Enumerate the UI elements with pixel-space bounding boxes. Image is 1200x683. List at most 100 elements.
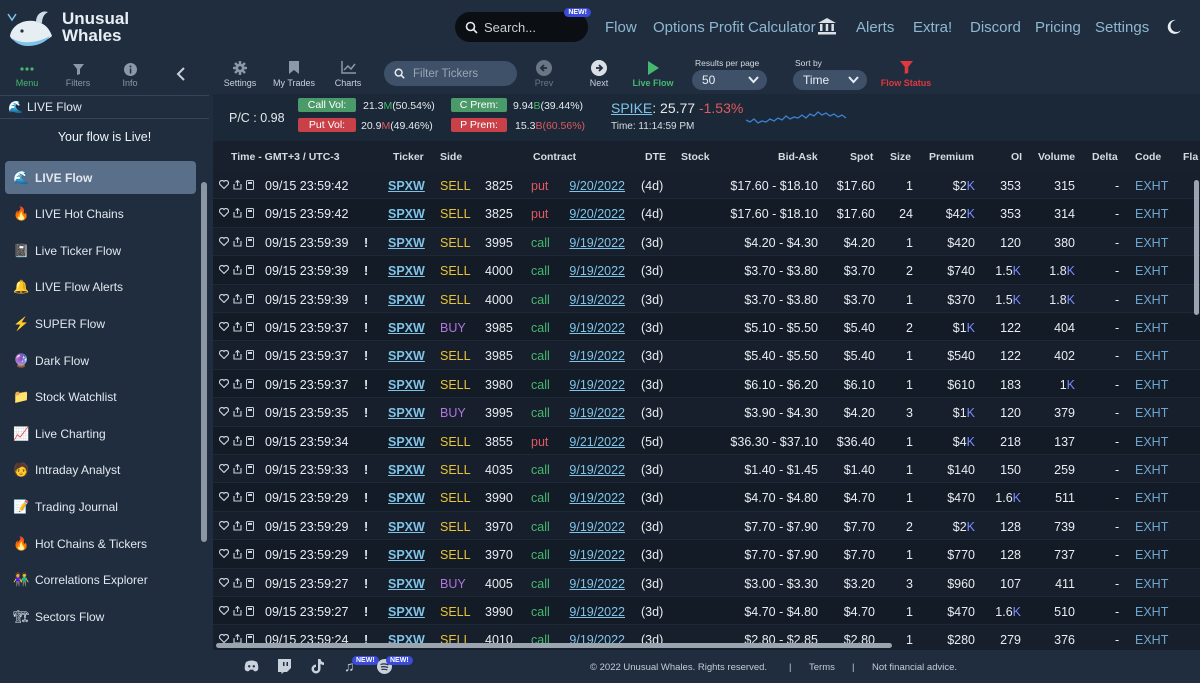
tiktok-icon[interactable]	[311, 659, 324, 674]
calculator-icon[interactable]	[246, 293, 254, 304]
calculator-icon[interactable]	[246, 180, 254, 190]
share-icon[interactable]	[233, 577, 242, 588]
calculator-icon[interactable]	[246, 407, 254, 418]
nav-alerts[interactable]: Alerts	[856, 19, 895, 36]
calculator-icon[interactable]	[246, 577, 254, 588]
table-row[interactable]: 09/15 23:59:42 SPXW SELL 3825 put 9/20/2022 (4…	[213, 199, 1200, 228]
calculator-icon[interactable]	[246, 322, 254, 332]
ticker-link[interactable]: SPXW	[388, 377, 425, 392]
share-icon[interactable]	[233, 464, 242, 474]
prev-button[interactable]: Prev	[532, 59, 556, 88]
table-row[interactable]: 09/15 23:59:34 SPXW SELL 3855 put 9/21/2022 (5…	[213, 427, 1200, 455]
tab-info[interactable]: Info	[115, 62, 145, 88]
calculator-icon[interactable]	[246, 378, 254, 389]
table-vertical-scrollbar[interactable]	[1194, 180, 1199, 315]
heart-icon[interactable]	[219, 293, 229, 303]
my-trades-button[interactable]: My Trades	[271, 60, 317, 88]
calculator-icon[interactable]	[246, 464, 254, 474]
column-header[interactable]: Size	[890, 151, 912, 163]
column-header[interactable]: Stock	[681, 151, 710, 163]
column-header[interactable]: Volume	[1038, 151, 1076, 163]
share-icon[interactable]	[233, 407, 242, 417]
calculator-icon[interactable]	[246, 208, 254, 219]
calculator-icon[interactable]	[246, 236, 254, 247]
column-header[interactable]: Time - GMT+3 / UTC-3	[231, 151, 340, 163]
expiry-link[interactable]: 9/19/2022	[569, 519, 625, 534]
expiry-link[interactable]: 9/19/2022	[569, 349, 625, 364]
expiry-link[interactable]: 9/19/2022	[569, 264, 625, 279]
share-icon[interactable]	[233, 265, 242, 275]
ticker-link[interactable]: SPXW	[388, 264, 425, 279]
sidebar-item[interactable]: 🏗 Sectors Flow	[5, 600, 196, 633]
tab-menu[interactable]: Menu	[12, 62, 42, 88]
sidebar-item[interactable]: 📁 Stock Watchlist	[5, 381, 196, 414]
share-icon[interactable]	[233, 293, 242, 304]
calculator-icon[interactable]	[246, 435, 254, 446]
moon-icon[interactable]	[1166, 19, 1182, 35]
heart-icon[interactable]	[219, 322, 229, 331]
brand-logo[interactable]: Unusual Whales	[6, 6, 129, 48]
chevron-left-icon[interactable]	[176, 67, 186, 81]
sidebar-item[interactable]: 📈 Live Charting	[5, 417, 196, 450]
ticker-link[interactable]: SPXW	[388, 605, 425, 619]
share-icon[interactable]	[233, 208, 242, 218]
twitch-icon[interactable]	[277, 659, 291, 674]
share-icon[interactable]	[233, 492, 242, 502]
heart-icon[interactable]	[219, 577, 229, 587]
expiry-link[interactable]: 9/20/2022	[569, 207, 625, 222]
column-header[interactable]: Code	[1135, 151, 1162, 163]
ticker-link[interactable]: SPXW	[388, 576, 425, 591]
share-icon[interactable]	[233, 322, 242, 332]
table-row[interactable]: 09/15 23:59:27! SPXW BUY 4005 call 9/19/2022 (…	[213, 568, 1200, 597]
sidebar-item[interactable]: 🔥 Hot Chains & Tickers	[5, 527, 196, 560]
table-row[interactable]: 09/15 23:59:29! SPXW SELL 3970 call 9/19/2022…	[213, 540, 1200, 569]
ticker-link[interactable]: SPXW	[388, 235, 425, 250]
heart-icon[interactable]	[219, 492, 229, 502]
table-row[interactable]: 09/15 23:59:39! SPXW SELL 4000 call 9/19/2022…	[213, 284, 1200, 313]
table-row[interactable]: 09/15 23:59:42 SPXW SELL 3825 put 9/20/2022 (4…	[213, 171, 1200, 200]
ticker-link[interactable]: SPXW	[388, 179, 425, 193]
column-header[interactable]: DTE	[645, 151, 666, 163]
heart-icon[interactable]	[219, 407, 229, 417]
column-header[interactable]: OI	[1011, 151, 1023, 163]
filter-tickers-input[interactable]: Filter Tickers	[384, 61, 517, 86]
heart-icon[interactable]	[219, 606, 229, 615]
heart-icon[interactable]	[219, 464, 229, 473]
discord-icon[interactable]	[244, 660, 259, 672]
heart-icon[interactable]	[219, 265, 229, 275]
expiry-link[interactable]: 9/19/2022	[569, 321, 625, 335]
nav-flow[interactable]: Flow	[605, 19, 637, 36]
ticker-link[interactable]: SPXW	[388, 207, 425, 222]
column-header[interactable]: Ticker	[393, 151, 424, 163]
calculator-icon[interactable]	[246, 549, 254, 560]
column-header[interactable]: Delta	[1092, 151, 1118, 163]
sidebar-item[interactable]: 🧑 Intraday Analyst	[5, 454, 196, 487]
sidebar-item[interactable]: 🌊 LIVE Flow	[5, 161, 196, 194]
table-row[interactable]: 09/15 23:59:37! SPXW BUY 3985 call 9/19/2022 (…	[213, 313, 1200, 342]
column-header[interactable]: Spot	[850, 151, 874, 163]
table-row[interactable]: 09/15 23:59:29! SPXW SELL 3970 call 9/19/2022…	[213, 511, 1200, 541]
next-button[interactable]: Next	[587, 59, 611, 88]
sidebar-item[interactable]: ⚡ SUPER Flow	[5, 307, 196, 340]
music-icon[interactable]: ♫	[344, 658, 355, 674]
share-icon[interactable]	[233, 606, 242, 616]
heart-icon[interactable]	[219, 435, 229, 445]
share-icon[interactable]	[233, 378, 242, 389]
heart-icon[interactable]	[219, 634, 229, 644]
sidebar-item[interactable]: 🔔 LIVE Flow Alerts	[5, 271, 196, 304]
ticker-link[interactable]: SPXW	[388, 548, 425, 563]
calculator-icon[interactable]	[246, 265, 254, 276]
table-horizontal-scrollbar[interactable]	[216, 643, 892, 648]
expiry-link[interactable]: 9/19/2022	[569, 463, 625, 477]
heart-icon[interactable]	[219, 180, 229, 189]
sidebar-item[interactable]: 🔮 Dark Flow	[5, 344, 196, 377]
calculator-icon[interactable]	[246, 520, 254, 531]
heart-icon[interactable]	[219, 378, 229, 388]
expiry-link[interactable]: 9/19/2022	[569, 406, 625, 421]
table-row[interactable]: 09/15 23:59:37! SPXW SELL 3980 call 9/19/2022…	[213, 370, 1200, 399]
table-row[interactable]: 09/15 23:59:29! SPXW SELL 3990 call 9/19/2022…	[213, 483, 1200, 512]
sidebar-scrollbar[interactable]	[201, 182, 207, 542]
search-input[interactable]: Search... NEW!	[455, 8, 591, 42]
ticker-link[interactable]: SPXW	[388, 349, 425, 364]
sidebar-item[interactable]: 👫 Correlations Explorer	[5, 564, 196, 597]
